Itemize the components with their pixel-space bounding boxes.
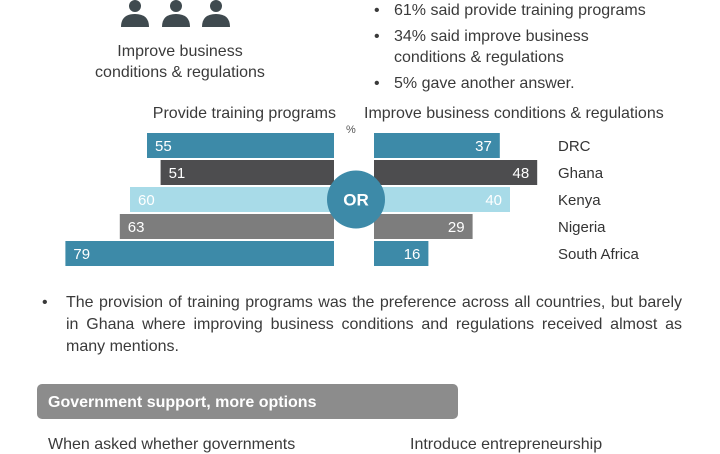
bar-right <box>374 241 429 266</box>
bar-left <box>65 241 335 266</box>
bar-label-right: 37 <box>475 138 492 155</box>
list-item: • 61% said provide training programs <box>374 2 646 19</box>
section-title: Government support, more options <box>48 394 317 411</box>
bullet-icon: • <box>374 75 380 92</box>
bullet-icon: • <box>374 28 380 45</box>
bar-left <box>130 187 334 212</box>
or-circle <box>327 170 385 229</box>
chart-note: • The provision of training programs was… <box>42 292 682 358</box>
list-item: • 34% said improve business conditions & … <box>374 28 589 66</box>
list-item: • 5% gave another answer. <box>374 75 575 92</box>
bar-right <box>374 214 473 239</box>
butterfly-bar-chart: 55 37 DRC 51 48 Ghana 60 40 Kenya 63 29 Nigeria 79 16… <box>65 133 640 266</box>
bar-label-left: 55 <box>155 138 172 155</box>
bar-label-left: 60 <box>138 192 155 209</box>
right-series-title: Improve business conditions & regulation… <box>364 105 664 122</box>
unit-label: % <box>346 124 356 136</box>
category-label: South Africa <box>558 246 640 263</box>
bar-label-right: 40 <box>485 192 502 209</box>
bar-left <box>147 133 334 158</box>
survey-summary-list: • 61% said provide training programs • 34%… <box>372 0 712 99</box>
category-label: DRC <box>558 138 591 155</box>
bar-label-left: 79 <box>73 246 90 263</box>
category-label: Ghana <box>558 165 604 182</box>
bar-right <box>374 160 538 185</box>
people-icon <box>118 0 238 28</box>
category-label: Nigeria <box>558 219 606 236</box>
bar-right <box>374 187 510 212</box>
bar-label-left: 63 <box>128 219 145 236</box>
left-series-title: Provide training programs <box>152 105 336 122</box>
note-text: The provision of training programs was t… <box>66 294 682 355</box>
bar-label-right: 16 <box>404 246 421 263</box>
cutoff-text-left: When asked whether governments <box>48 436 296 453</box>
bullet-icon: • <box>42 294 48 311</box>
cutoff-text-right: Introduce entrepreneurship <box>410 436 603 453</box>
bar-label-right: 48 <box>513 165 530 182</box>
improve-business-label: Improve business conditions & regulation… <box>95 43 265 81</box>
bar-left <box>119 214 334 239</box>
bar-right <box>374 133 500 158</box>
bar-label-left: 51 <box>169 165 186 182</box>
bar-left <box>160 160 334 185</box>
section-header-bar <box>37 384 458 419</box>
category-label: Kenya <box>558 192 601 209</box>
bullet-icon: • <box>374 2 380 19</box>
or-label: OR <box>343 191 369 210</box>
bar-label-right: 29 <box>448 219 465 236</box>
